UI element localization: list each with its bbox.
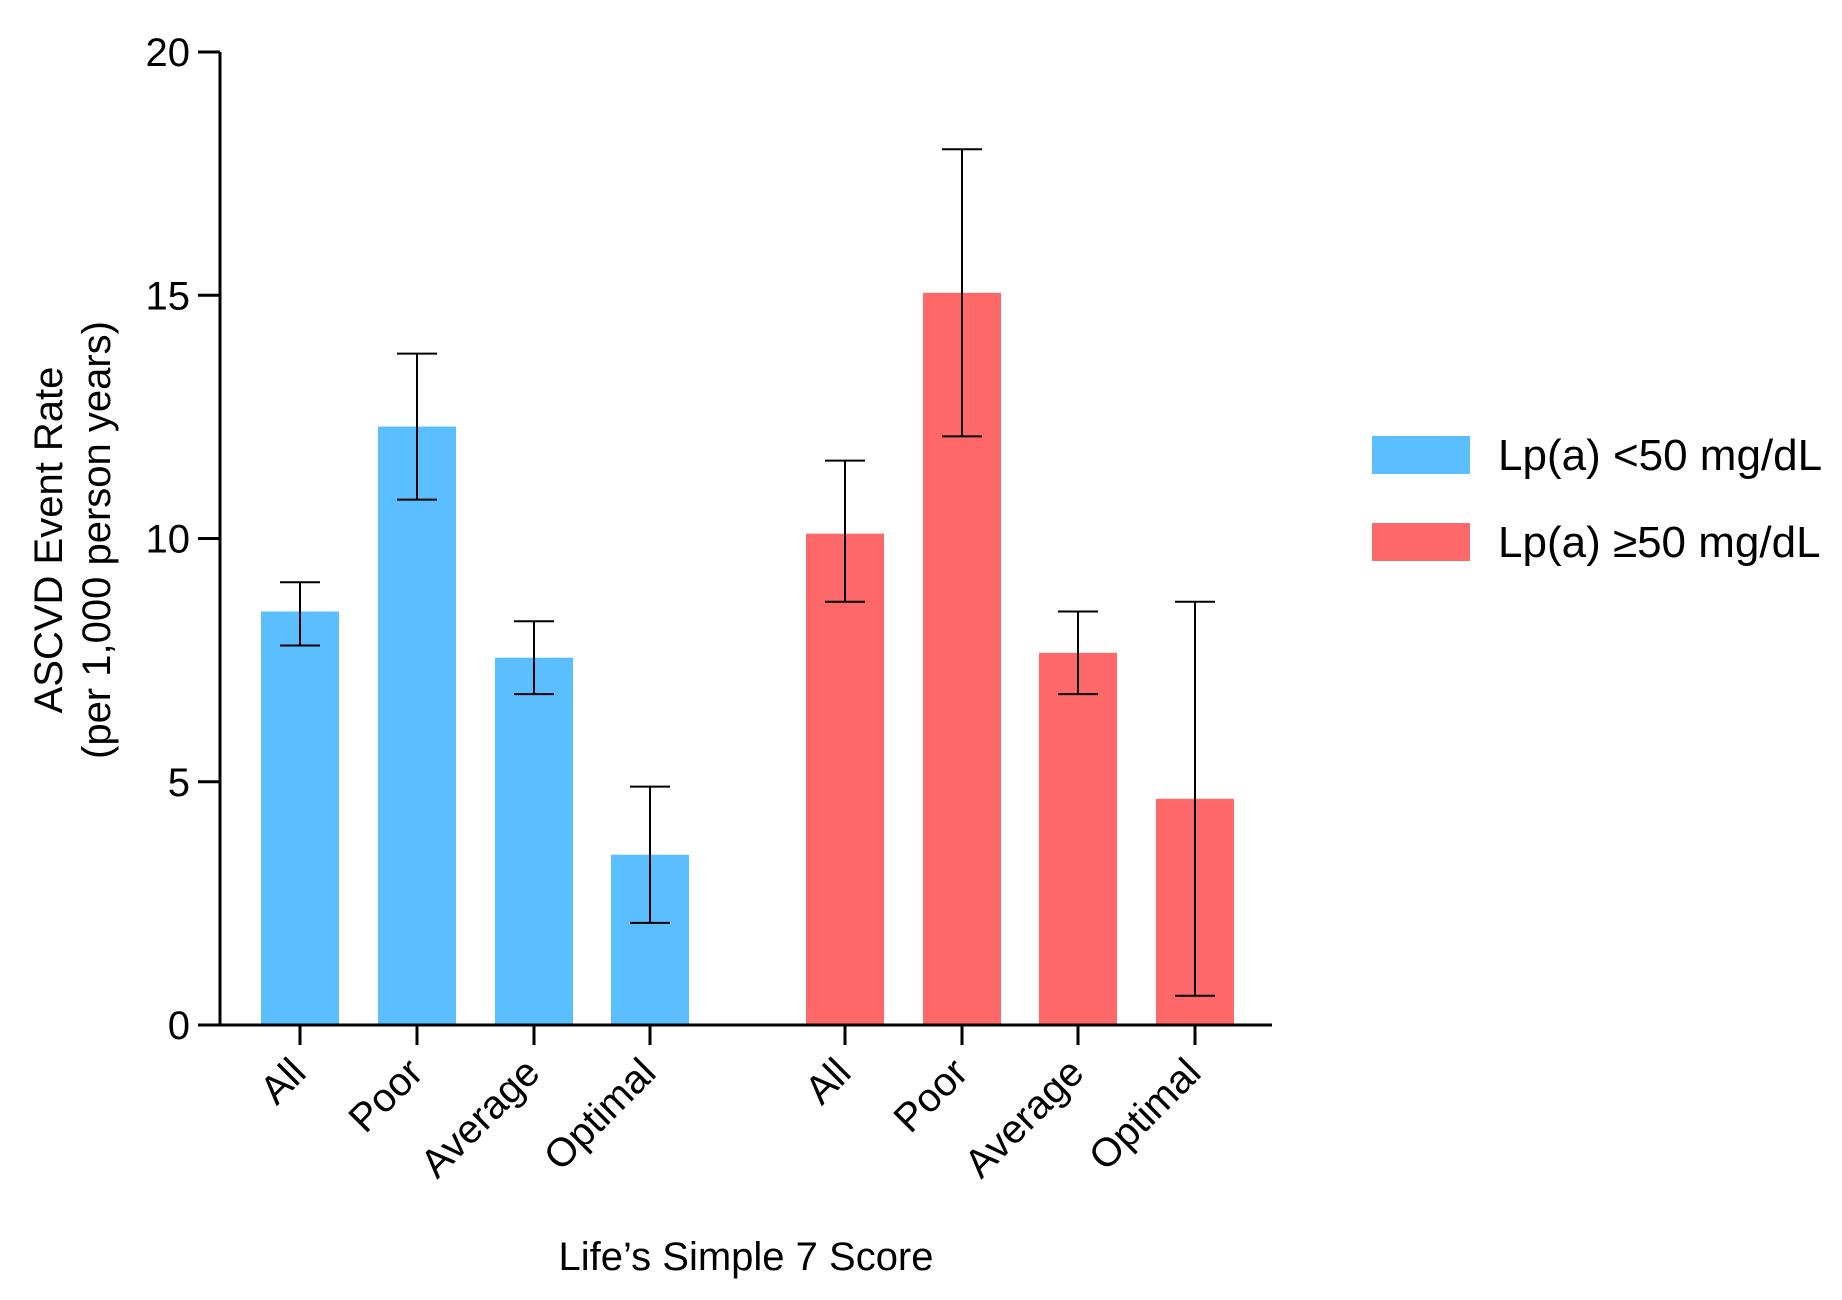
legend-label: Lp(a) ≥50 mg/dL xyxy=(1498,518,1821,567)
x-tick-label-ge50-average: Average xyxy=(956,1050,1092,1186)
error-bar-lt50-optimal xyxy=(630,785,670,924)
legend-swatch xyxy=(1372,523,1470,561)
bar-ge50-average xyxy=(1039,652,1117,1025)
error-bar-lt50-average xyxy=(514,620,554,696)
legend-label: Lp(a) <50 mg/dL xyxy=(1498,431,1822,480)
y-tick-label-0: 0 xyxy=(168,1004,190,1048)
error-bar-lt50-poor xyxy=(397,352,437,501)
bar-lt50-all xyxy=(261,611,339,1025)
y-axis-title-line: (per 1,000 person years) xyxy=(75,321,119,759)
y-tick-label-15: 15 xyxy=(146,274,191,318)
x-tick-label-ge50-optimal: Optimal xyxy=(1081,1050,1210,1179)
y-axis-title-line: ASCVD Event Rate xyxy=(27,367,71,714)
error-bar-ge50-poor xyxy=(942,148,982,438)
bar-ge50-all xyxy=(806,533,884,1025)
x-tick-label-lt50-poor: Poor xyxy=(341,1050,432,1141)
legend-swatch xyxy=(1372,436,1470,474)
x-tick-label-ge50-poor: Poor xyxy=(886,1050,977,1141)
axes-layer xyxy=(198,50,1272,1045)
bar-lt50-average xyxy=(495,657,573,1025)
y-tick-label-5: 5 xyxy=(168,761,190,805)
legend: Lp(a) <50 mg/dL Lp(a) ≥50 mg/dL xyxy=(1372,431,1822,567)
legend-item-ge50: Lp(a) ≥50 mg/dL xyxy=(1372,518,1821,567)
y-tick-label-20: 20 xyxy=(146,31,191,75)
bar-lt50-poor xyxy=(378,426,456,1026)
bars-layer xyxy=(261,292,1234,1026)
x-tick-label-lt50-average: Average xyxy=(412,1050,548,1186)
y-tick-label-10: 10 xyxy=(146,518,191,562)
legend-item-lt50: Lp(a) <50 mg/dL xyxy=(1372,431,1822,480)
x-tick-label-lt50-all: All xyxy=(252,1050,315,1113)
error-bar-ge50-average xyxy=(1058,610,1098,696)
error-bars-layer xyxy=(280,148,1215,997)
x-tick-label-lt50-optimal: Optimal xyxy=(536,1050,665,1179)
x-tick-label-ge50-all: All xyxy=(797,1050,860,1113)
error-bar-ge50-all xyxy=(825,459,865,603)
y-axis-title: ASCVD Event Rate (per 1,000 person years) xyxy=(27,321,119,759)
error-bar-lt50-all xyxy=(280,581,320,647)
error-bar-ge50-optimal xyxy=(1175,600,1215,997)
x-axis-title: Life’s Simple 7 Score xyxy=(559,1235,934,1279)
